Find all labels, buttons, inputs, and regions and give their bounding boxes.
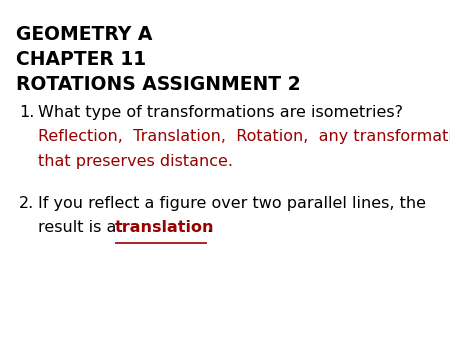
Text: ROTATIONS ASSIGNMENT 2: ROTATIONS ASSIGNMENT 2 (16, 75, 301, 94)
Text: GEOMETRY A: GEOMETRY A (16, 25, 152, 44)
Text: translation: translation (115, 220, 215, 235)
Text: What type of transformations are isometries?: What type of transformations are isometr… (38, 105, 403, 120)
Text: result is a: result is a (38, 220, 122, 235)
Text: CHAPTER 11: CHAPTER 11 (16, 50, 146, 69)
Text: If you reflect a figure over two parallel lines, the: If you reflect a figure over two paralle… (38, 196, 426, 211)
Text: that preserves distance.: that preserves distance. (38, 153, 233, 169)
Text: 1.: 1. (19, 105, 34, 120)
Text: 2.: 2. (19, 196, 34, 211)
Text: Reflection,  Translation,  Rotation,  any transformation: Reflection, Translation, Rotation, any t… (38, 129, 450, 144)
Text: .: . (207, 220, 212, 235)
